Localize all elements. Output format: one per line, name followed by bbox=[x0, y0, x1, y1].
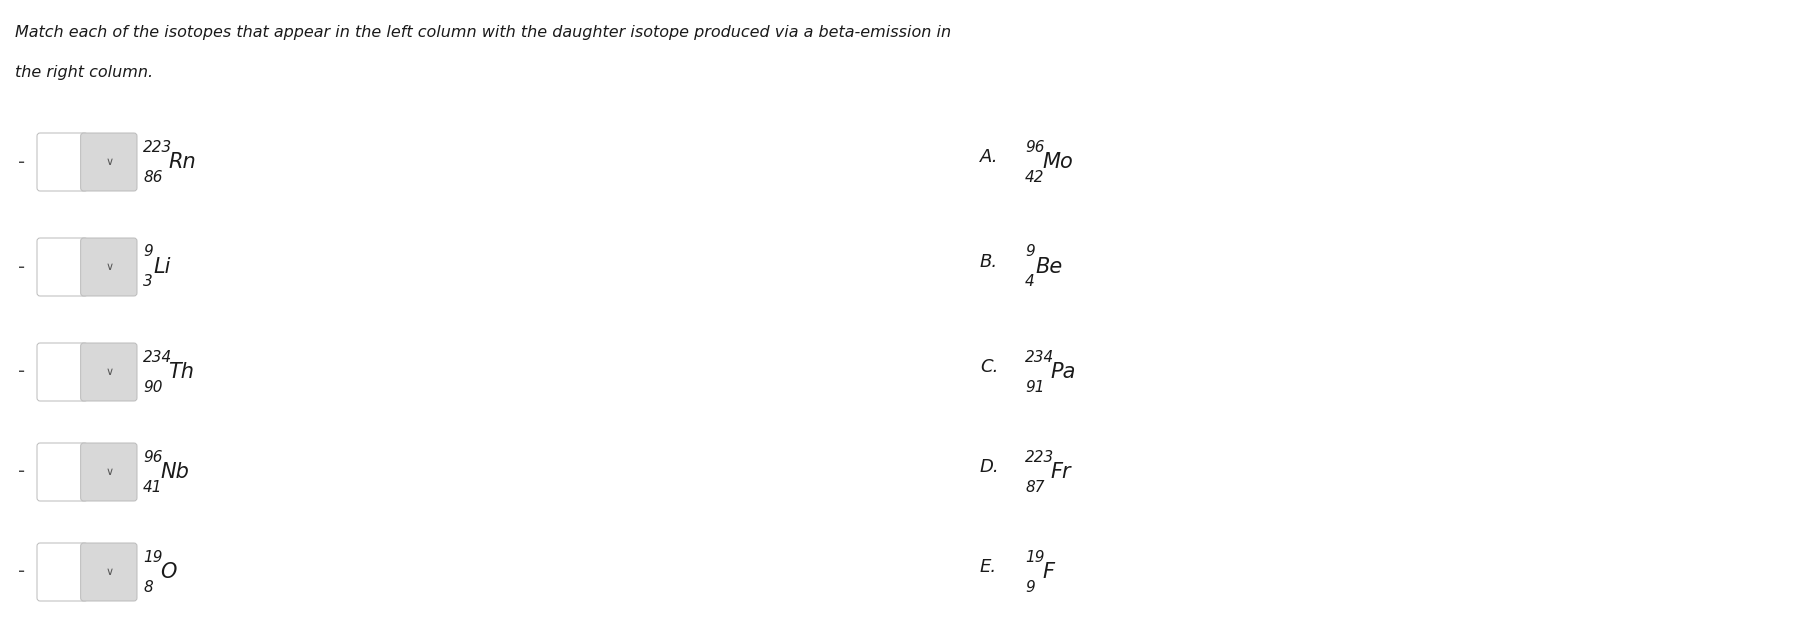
FancyBboxPatch shape bbox=[38, 443, 88, 501]
Text: Match each of the isotopes that appear in the left column with the daughter isot: Match each of the isotopes that appear i… bbox=[14, 25, 951, 40]
Text: 3: 3 bbox=[144, 274, 153, 289]
Text: 87: 87 bbox=[1024, 480, 1044, 494]
FancyBboxPatch shape bbox=[81, 238, 137, 296]
Text: 9: 9 bbox=[1024, 580, 1035, 595]
Text: E.: E. bbox=[979, 558, 997, 576]
Text: ∨: ∨ bbox=[106, 467, 113, 477]
Text: 19: 19 bbox=[1024, 549, 1044, 565]
Text: 9: 9 bbox=[144, 244, 153, 259]
FancyBboxPatch shape bbox=[81, 133, 137, 191]
Text: -: - bbox=[18, 363, 25, 381]
Text: F: F bbox=[1042, 562, 1055, 582]
Text: -: - bbox=[18, 562, 25, 582]
FancyBboxPatch shape bbox=[81, 343, 137, 401]
Text: 234: 234 bbox=[144, 350, 173, 364]
Text: 96: 96 bbox=[1024, 139, 1044, 154]
FancyBboxPatch shape bbox=[38, 543, 88, 601]
Text: 19: 19 bbox=[144, 549, 162, 565]
Text: Pa: Pa bbox=[1049, 362, 1075, 382]
Text: ∨: ∨ bbox=[106, 157, 113, 167]
Text: Rn: Rn bbox=[167, 152, 196, 172]
FancyBboxPatch shape bbox=[81, 443, 137, 501]
Text: C.: C. bbox=[979, 358, 999, 376]
Text: 234: 234 bbox=[1024, 350, 1055, 364]
Text: -: - bbox=[18, 463, 25, 481]
FancyBboxPatch shape bbox=[38, 238, 88, 296]
Text: Fr: Fr bbox=[1049, 462, 1071, 482]
Text: 96: 96 bbox=[144, 450, 162, 465]
Text: 223: 223 bbox=[1024, 450, 1055, 465]
FancyBboxPatch shape bbox=[81, 543, 137, 601]
Text: A.: A. bbox=[979, 148, 999, 166]
Text: 86: 86 bbox=[144, 170, 162, 185]
Text: ∨: ∨ bbox=[106, 367, 113, 377]
Text: 4: 4 bbox=[1024, 274, 1035, 289]
Text: Li: Li bbox=[153, 257, 171, 277]
Text: B.: B. bbox=[979, 253, 997, 271]
Text: 41: 41 bbox=[144, 480, 162, 494]
Text: ∨: ∨ bbox=[106, 262, 113, 272]
Text: 8: 8 bbox=[144, 580, 153, 595]
Text: Nb: Nb bbox=[160, 462, 189, 482]
Text: 9: 9 bbox=[1024, 244, 1035, 259]
Text: Th: Th bbox=[167, 362, 194, 382]
Text: the right column.: the right column. bbox=[14, 65, 153, 80]
Text: D.: D. bbox=[979, 458, 999, 476]
Text: Be: Be bbox=[1035, 257, 1062, 277]
Text: 91: 91 bbox=[1024, 379, 1044, 394]
Text: Mo: Mo bbox=[1042, 152, 1073, 172]
FancyBboxPatch shape bbox=[38, 133, 88, 191]
Text: 223: 223 bbox=[144, 139, 173, 154]
Text: 42: 42 bbox=[1024, 170, 1044, 185]
Text: 90: 90 bbox=[144, 379, 162, 394]
FancyBboxPatch shape bbox=[38, 343, 88, 401]
Text: -: - bbox=[18, 152, 25, 172]
Text: ∨: ∨ bbox=[106, 567, 113, 577]
Text: O: O bbox=[160, 562, 176, 582]
Text: -: - bbox=[18, 258, 25, 277]
